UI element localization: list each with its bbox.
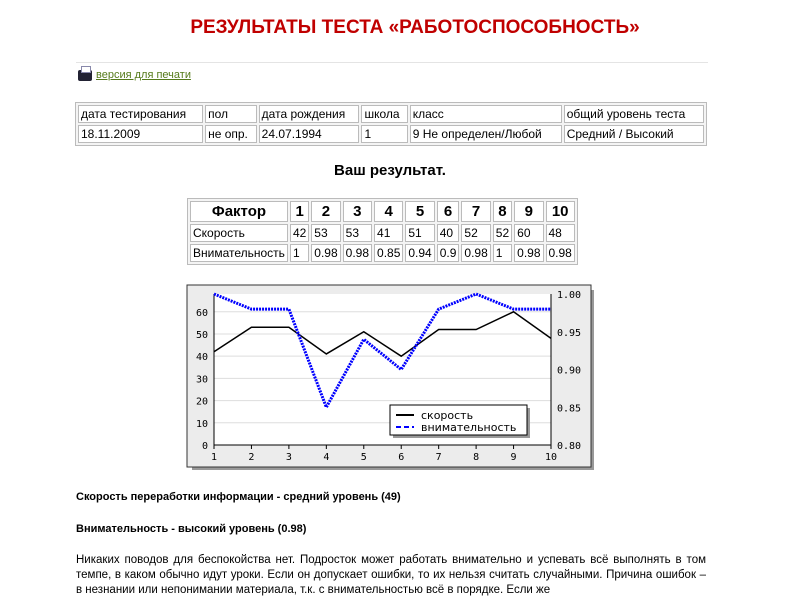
factor-cell: 0.98 [545, 244, 575, 262]
legend-label: внимательность [421, 421, 516, 434]
speed-result: Скорость переработки информации - средни… [76, 491, 401, 503]
series-line-speed [213, 310, 552, 358]
x-tick-label: 3 [286, 452, 292, 463]
description-text: Никаких поводов для беспокойства нет. По… [76, 554, 706, 596]
factor-cell: 40 [436, 224, 460, 242]
info-header: дата рождения [258, 105, 360, 123]
x-tick-label: 9 [511, 452, 517, 463]
factor-table: Фактор 1 2 3 4 5 6 7 8 9 10 Скорость 42 53 53 41 51 40 52 5… [187, 198, 578, 265]
y-left-tick-label: 20 [196, 397, 208, 408]
info-header: школа [361, 105, 408, 123]
y-left-tick-label: 30 [196, 374, 208, 385]
legend [389, 404, 528, 436]
print-version[interactable]: версия для печати [78, 65, 191, 81]
factor-cell: 53 [311, 224, 341, 242]
info-header: общий уровень теста [563, 105, 704, 123]
info-table: дата тестирования пол дата рождения школа кл… [75, 102, 707, 146]
factor-header-cell: 2 [311, 201, 341, 222]
factor-cell: 0.85 [374, 244, 404, 262]
factor-row: Скорость 42 53 53 41 51 40 52 52 60 48 [190, 224, 575, 242]
info-header: дата тестирования [78, 105, 204, 123]
x-tick-label: 1 [211, 452, 217, 463]
factor-header-cell: 5 [405, 201, 435, 222]
y-left-tick-label: 60 [196, 308, 208, 319]
factor-header-cell: 9 [514, 201, 544, 222]
factor-header-cell: 4 [374, 201, 404, 222]
factor-cell: 42 [289, 224, 310, 242]
legend-label: скорость [421, 409, 473, 422]
info-header: класс [409, 105, 562, 123]
factor-cell: 52 [461, 224, 491, 242]
factor-cell: 60 [514, 224, 544, 242]
factor-cell: 0.9 [436, 244, 460, 262]
factor-cell: 41 [374, 224, 404, 242]
factor-cell: 48 [545, 224, 575, 242]
x-tick-label: 5 [361, 452, 367, 463]
info-value: Средний / Высокий [563, 125, 704, 143]
printer-icon[interactable] [78, 65, 92, 81]
info-value: 18.11.2009 [78, 125, 204, 143]
y-left-tick-label: 0 [202, 441, 208, 452]
divider [76, 62, 708, 63]
factor-header-cell: 10 [545, 201, 575, 222]
info-value: 24.07.1994 [258, 125, 360, 143]
factor-header-cell: 6 [436, 201, 460, 222]
factor-cell: 0.98 [311, 244, 341, 262]
result-heading: Ваш результат. [334, 162, 446, 179]
factor-header-cell: 8 [492, 201, 513, 222]
x-tick-label: 10 [545, 452, 557, 463]
factor-header-cell: 1 [289, 201, 310, 222]
factor-cell: 0.98 [461, 244, 491, 262]
y-right-tick-label: 0.90 [557, 366, 581, 377]
y-right-tick-label: 0.85 [557, 403, 581, 414]
y-left-tick-label: 10 [196, 419, 208, 430]
y-left-tick-label: 40 [196, 352, 208, 363]
y-right-tick-label: 0.95 [557, 328, 581, 339]
factor-header-cell: 3 [342, 201, 373, 222]
y-right-tick-label: 1.00 [557, 290, 581, 301]
factor-header-cell: 7 [461, 201, 491, 222]
attention-result: Внимательность - высокий уровень (0.98) [76, 523, 307, 535]
factor-cell: 53 [342, 224, 373, 242]
factor-cell: Внимательность [190, 244, 288, 262]
factor-header-row: Фактор 1 2 3 4 5 6 7 8 9 10 [190, 201, 575, 222]
info-value: не опр. [205, 125, 257, 143]
y-right-tick-label: 0.80 [557, 441, 581, 452]
x-tick-label: 2 [248, 452, 254, 463]
factor-cell: 52 [492, 224, 513, 242]
factor-cell: 51 [405, 224, 435, 242]
factor-cell: 1 [289, 244, 310, 262]
factor-cell: Скорость [190, 224, 288, 242]
factor-row: Внимательность 1 0.98 0.98 0.85 0.94 0.9 0.98 1 0… [190, 244, 575, 262]
factor-cell: 0.94 [405, 244, 435, 262]
x-tick-label: 8 [473, 452, 479, 463]
info-header: пол [205, 105, 257, 123]
info-value: 9 Не определен/Любой [409, 125, 562, 143]
factor-cell: 1 [492, 244, 513, 262]
x-tick-label: 6 [398, 452, 404, 463]
y-left-tick-label: 50 [196, 330, 208, 341]
print-link[interactable]: версия для печати [96, 69, 191, 81]
x-tick-label: 7 [436, 452, 442, 463]
page-title: РЕЗУЛЬТАТЫ ТЕСТА «РАБОТОСПОСОБНОСТЬ» [190, 17, 640, 38]
chart: 0 10 20 30 40 50 60 0.80 0.85 0.90 0.95 1.00 1 2 3 4 5 6 7… [186, 284, 594, 470]
factor-header-cell: Фактор [190, 201, 288, 222]
x-tick-label: 4 [323, 452, 329, 463]
factor-cell: 0.98 [342, 244, 373, 262]
info-value: 1 [361, 125, 408, 143]
factor-cell: 0.98 [514, 244, 544, 262]
